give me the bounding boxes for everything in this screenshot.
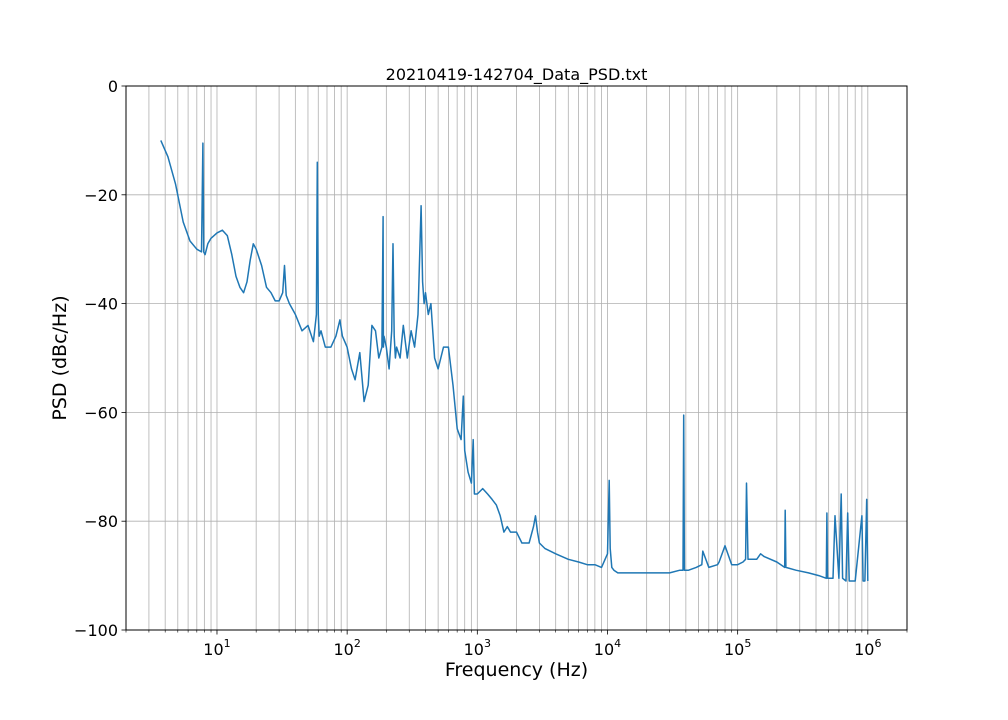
x-tick-base: 10: [724, 640, 744, 659]
x-tick-exponent: 1: [224, 637, 231, 650]
series-layer: [160, 140, 869, 582]
x-tick-label: 102: [333, 637, 360, 659]
y-tick-label: −40: [84, 295, 118, 314]
x-tick-label: 106: [854, 637, 881, 659]
tick-marks: [121, 85, 908, 635]
x-tick-base: 10: [464, 640, 484, 659]
x-tick-base: 10: [854, 640, 874, 659]
x-tick-exponent: 6: [874, 637, 881, 650]
y-tick-label: −60: [84, 403, 118, 422]
x-tick-base: 10: [203, 640, 223, 659]
y-tick-label: 0: [108, 77, 118, 96]
x-tick-label: 105: [724, 637, 751, 659]
x-tick-exponent: 3: [484, 637, 491, 650]
x-tick-label: 101: [203, 637, 230, 659]
x-tick-base: 10: [333, 640, 353, 659]
x-tick-base: 10: [594, 640, 614, 659]
x-tick-exponent: 2: [354, 637, 361, 650]
y-tick-label: −80: [84, 512, 118, 531]
psd-series-line: [160, 140, 869, 582]
x-tick-exponent: 5: [744, 637, 751, 650]
x-tick-label: 103: [464, 637, 491, 659]
x-tick-label: 104: [594, 637, 621, 659]
y-tick-label: −20: [84, 186, 118, 205]
chart-title: 20210419-142704_Data_PSD.txt: [386, 65, 648, 85]
x-axis-title: Frequency (Hz): [445, 659, 588, 681]
x-tick-exponent: 4: [614, 637, 621, 650]
y-axis-title: PSD (dBc/Hz): [49, 295, 71, 420]
y-tick-label: −100: [74, 621, 118, 640]
